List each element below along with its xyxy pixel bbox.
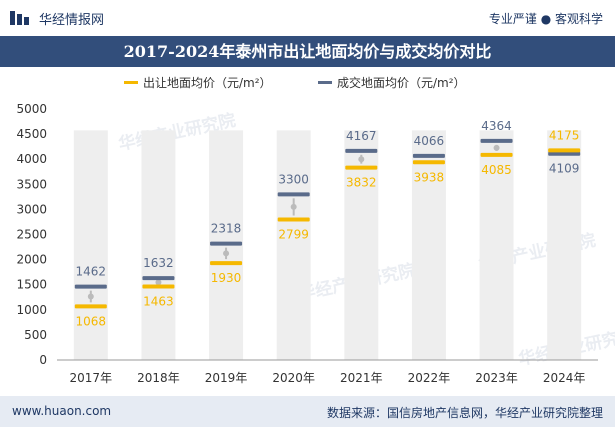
y-tick-label: 500 <box>24 328 47 342</box>
chart-title: 2017-2024年泰州市出让地面均价与成交均价对比 <box>123 42 492 61</box>
category-column-bg <box>73 130 108 360</box>
data-label-deal: 1462 <box>76 265 107 279</box>
marker-deal <box>412 153 445 158</box>
data-label-transfer: 1463 <box>143 295 174 309</box>
marker-deal <box>345 148 378 153</box>
y-tick-label: 0 <box>39 353 47 367</box>
y-tick-label: 3500 <box>16 177 47 191</box>
brand-logo-icon <box>10 11 29 25</box>
category-column-bg <box>276 130 311 360</box>
connector-dot <box>358 156 365 163</box>
data-label-deal: 4109 <box>549 162 580 176</box>
marker-transfer <box>74 304 107 309</box>
footer-bar <box>0 396 615 427</box>
chart: 华经产业研究院华经产业研究院华经产业研究院华经产业研究院出让地面均价（元/m²）… <box>16 75 615 385</box>
legend-swatch-transfer <box>124 81 138 84</box>
legend-swatch-deal <box>318 81 332 84</box>
category-column-bg <box>411 130 446 360</box>
connector-dot <box>290 203 297 210</box>
marker-deal <box>74 284 107 289</box>
marker-transfer <box>548 148 581 153</box>
data-label-transfer: 3832 <box>346 176 377 190</box>
y-tick-label: 4000 <box>16 152 47 166</box>
legend-label-transfer: 出让地面均价（元/m²） <box>143 76 272 90</box>
x-tick-label: 2021年 <box>340 371 383 385</box>
y-tick-label: 1500 <box>16 278 47 292</box>
x-tick-label: 2022年 <box>408 371 451 385</box>
marker-transfer <box>210 261 243 266</box>
data-label-deal: 4167 <box>346 129 377 143</box>
x-tick-label: 2017年 <box>70 371 113 385</box>
connector-dot <box>87 293 94 300</box>
marker-transfer <box>412 160 445 165</box>
marker-deal <box>210 241 243 246</box>
y-tick-label: 2500 <box>16 228 47 242</box>
data-label-transfer: 1930 <box>211 271 242 285</box>
x-tick-label: 2020年 <box>272 371 315 385</box>
category-column-bg <box>344 130 379 360</box>
x-tick-label: 2018年 <box>137 371 180 385</box>
data-label-deal: 1632 <box>143 256 174 270</box>
marker-transfer <box>142 284 175 289</box>
marker-deal <box>480 138 513 143</box>
y-tick-label: 4500 <box>16 127 47 141</box>
x-tick-label: 2023年 <box>475 371 518 385</box>
y-tick-label: 3000 <box>16 202 47 216</box>
data-label-transfer: 2799 <box>278 227 309 241</box>
category-column-bg <box>547 130 582 360</box>
brand-name: 华经情报网 <box>39 13 105 28</box>
slogan: 专业严谨 ● 客观科学 <box>488 12 603 26</box>
connector-dot <box>223 250 230 257</box>
data-label-deal: 4364 <box>481 119 512 133</box>
marker-transfer <box>277 217 310 222</box>
category-column-bg <box>141 130 176 360</box>
marker-transfer <box>480 152 513 157</box>
y-tick-label: 2000 <box>16 253 47 267</box>
y-tick-label: 5000 <box>16 102 47 116</box>
data-label-deal: 4066 <box>414 134 445 148</box>
top-bar: 华经情报网 专业严谨 ● 客观科学 <box>0 0 615 36</box>
data-label-deal: 3300 <box>278 172 309 186</box>
x-tick-label: 2019年 <box>205 371 248 385</box>
legend-label-deal: 成交地面均价（元/m²） <box>337 75 466 90</box>
y-tick-label: 1000 <box>16 303 47 317</box>
data-label-transfer: 1068 <box>76 314 107 328</box>
footer-website[interactable]: www.huaon.com <box>12 404 112 418</box>
data-label-deal: 2318 <box>211 222 242 236</box>
data-label-transfer: 4175 <box>549 128 580 142</box>
connector-dot <box>493 144 500 151</box>
marker-deal <box>277 192 310 197</box>
x-tick-label: 2024年 <box>543 371 586 385</box>
marker-deal <box>548 151 581 156</box>
footer-source: 数据来源：国信房地产信息网，华经产业研究院整理 <box>326 406 603 420</box>
marker-transfer <box>345 165 378 170</box>
marker-deal <box>142 276 175 281</box>
category-column-bg <box>479 130 514 360</box>
connector-dot <box>155 279 162 286</box>
data-label-transfer: 4085 <box>481 163 512 177</box>
title-bar <box>0 36 615 67</box>
data-label-transfer: 3938 <box>414 170 445 184</box>
